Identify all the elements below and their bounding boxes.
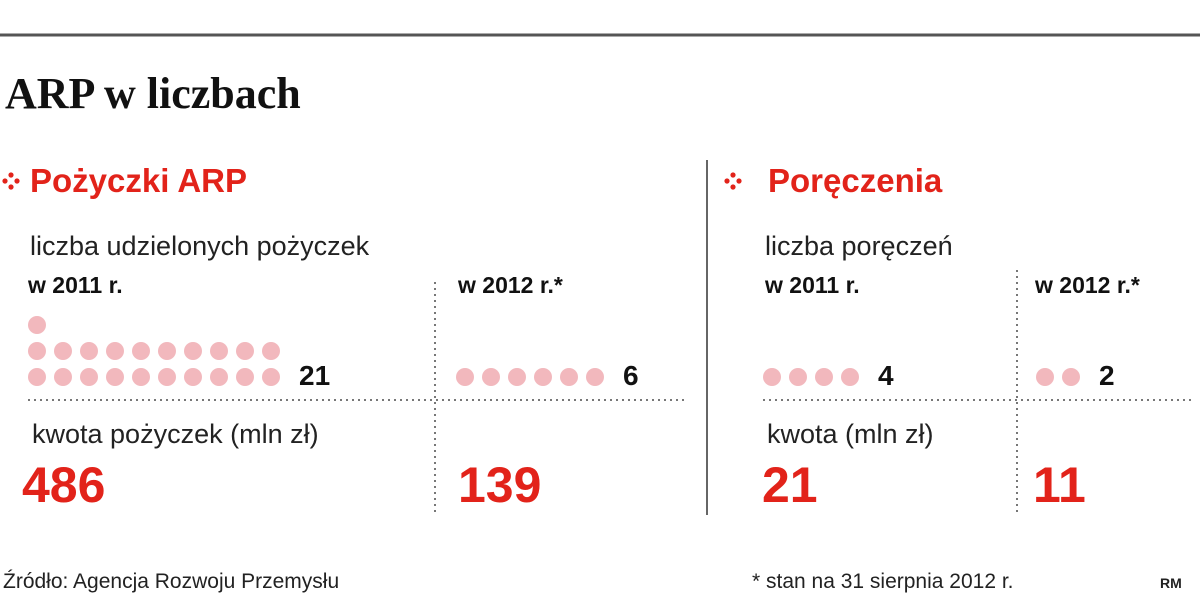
count-dot [1062,368,1080,386]
count-dot [158,342,176,360]
heading-icon [730,184,736,190]
count-dot [28,368,46,386]
count-dot [236,368,254,386]
count-label: liczba udzielonych pożyczek [30,231,370,261]
author: RM [1160,575,1182,591]
year-label: w 2011 r. [764,272,860,298]
count-dot [815,368,833,386]
count-dot [28,342,46,360]
count-dot [841,368,859,386]
heading-icon [8,172,14,178]
count-value: 6 [623,360,639,391]
count-label: liczba poręczeń [765,231,953,261]
heading-icon [724,178,730,184]
count-dot [132,368,150,386]
heading-icon [14,178,20,184]
amount-value: 486 [22,457,105,513]
count-dot [456,368,474,386]
count-dot [210,368,228,386]
count-dot [508,368,526,386]
section-heading: Pożyczki ARP [30,162,247,199]
count-value: 2 [1099,360,1115,391]
count-dot [28,316,46,334]
count-dot [789,368,807,386]
year-label: w 2011 r. [27,272,123,298]
footnote: * stan na 31 sierpnia 2012 r. [752,570,1014,593]
heading-icon [8,184,14,190]
heading-icon [736,178,742,184]
count-value: 21 [299,360,330,391]
count-dot [534,368,552,386]
count-dot [560,368,578,386]
count-value: 4 [878,360,894,391]
amount-label: kwota pożyczek (mln zł) [32,419,319,449]
heading-icon [2,178,8,184]
amount-value: 11 [1033,457,1086,513]
title: ARP w liczbach [5,69,301,118]
count-dot [132,342,150,360]
count-dot [1036,368,1054,386]
count-dot [482,368,500,386]
count-dot [184,342,202,360]
count-dot [210,342,228,360]
count-dot [106,342,124,360]
count-dot [262,342,280,360]
amount-label: kwota (mln zł) [767,419,934,449]
year-label: w 2012 r.* [1034,272,1140,298]
section-heading: Poręczenia [768,162,943,199]
count-dot [236,342,254,360]
amount-value: 139 [458,457,541,513]
count-dot [80,368,98,386]
count-dot [158,368,176,386]
amount-value: 21 [762,457,818,513]
count-dot [54,368,72,386]
count-dot [54,342,72,360]
count-dot [763,368,781,386]
count-dot [262,368,280,386]
count-dot [80,342,98,360]
source: Źródło: Agencja Rozwoju Przemysłu [3,570,339,593]
count-dot [184,368,202,386]
year-label: w 2012 r.* [457,272,563,298]
count-dot [586,368,604,386]
heading-icon [730,172,736,178]
count-dot [106,368,124,386]
